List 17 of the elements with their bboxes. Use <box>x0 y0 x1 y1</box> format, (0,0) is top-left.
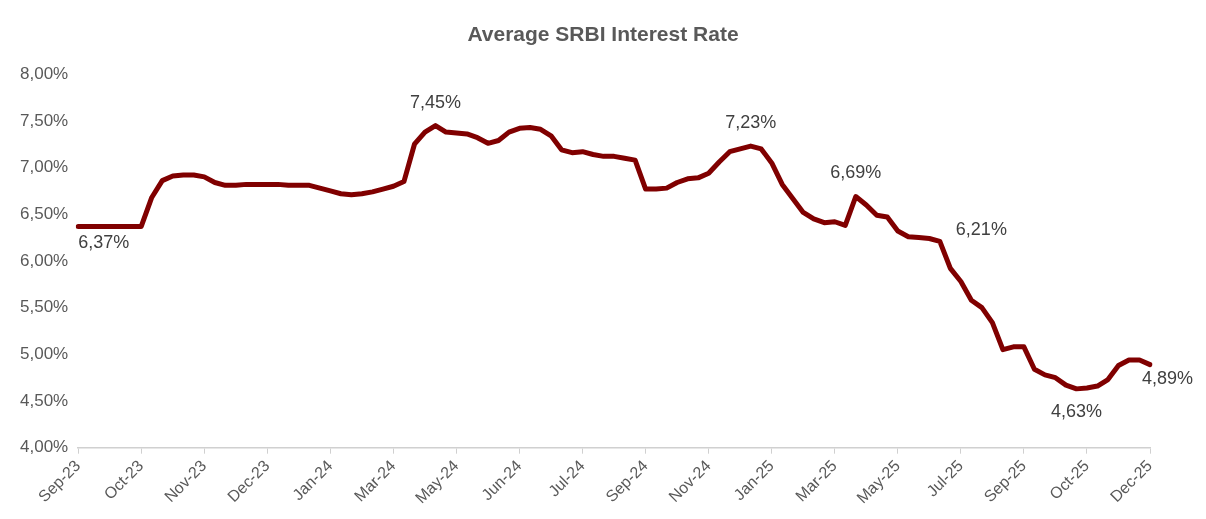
y-tick-label: 5,00% <box>20 344 69 364</box>
data-label: 4,89% <box>1142 367 1194 388</box>
y-tick-label: 7,50% <box>20 110 69 130</box>
data-label: 7,45% <box>409 91 461 112</box>
y-tick-label: 4,50% <box>20 390 69 410</box>
data-label: 6,21% <box>955 219 1007 240</box>
y-tick-label: 7,00% <box>20 157 69 177</box>
y-tick-label: 6,00% <box>20 250 69 270</box>
y-tick-label: 8,00% <box>20 63 69 83</box>
y-tick-label: 6,50% <box>20 203 69 223</box>
data-label: 6,69% <box>830 162 882 183</box>
data-label: 7,23% <box>725 112 777 133</box>
data-label: 6,37% <box>78 232 130 253</box>
y-tick-label: 5,50% <box>20 297 69 317</box>
chart-title: Average SRBI Interest Rate <box>466 21 740 47</box>
data-label: 4,63% <box>1050 400 1102 421</box>
y-tick-label: 4,00% <box>20 437 69 457</box>
